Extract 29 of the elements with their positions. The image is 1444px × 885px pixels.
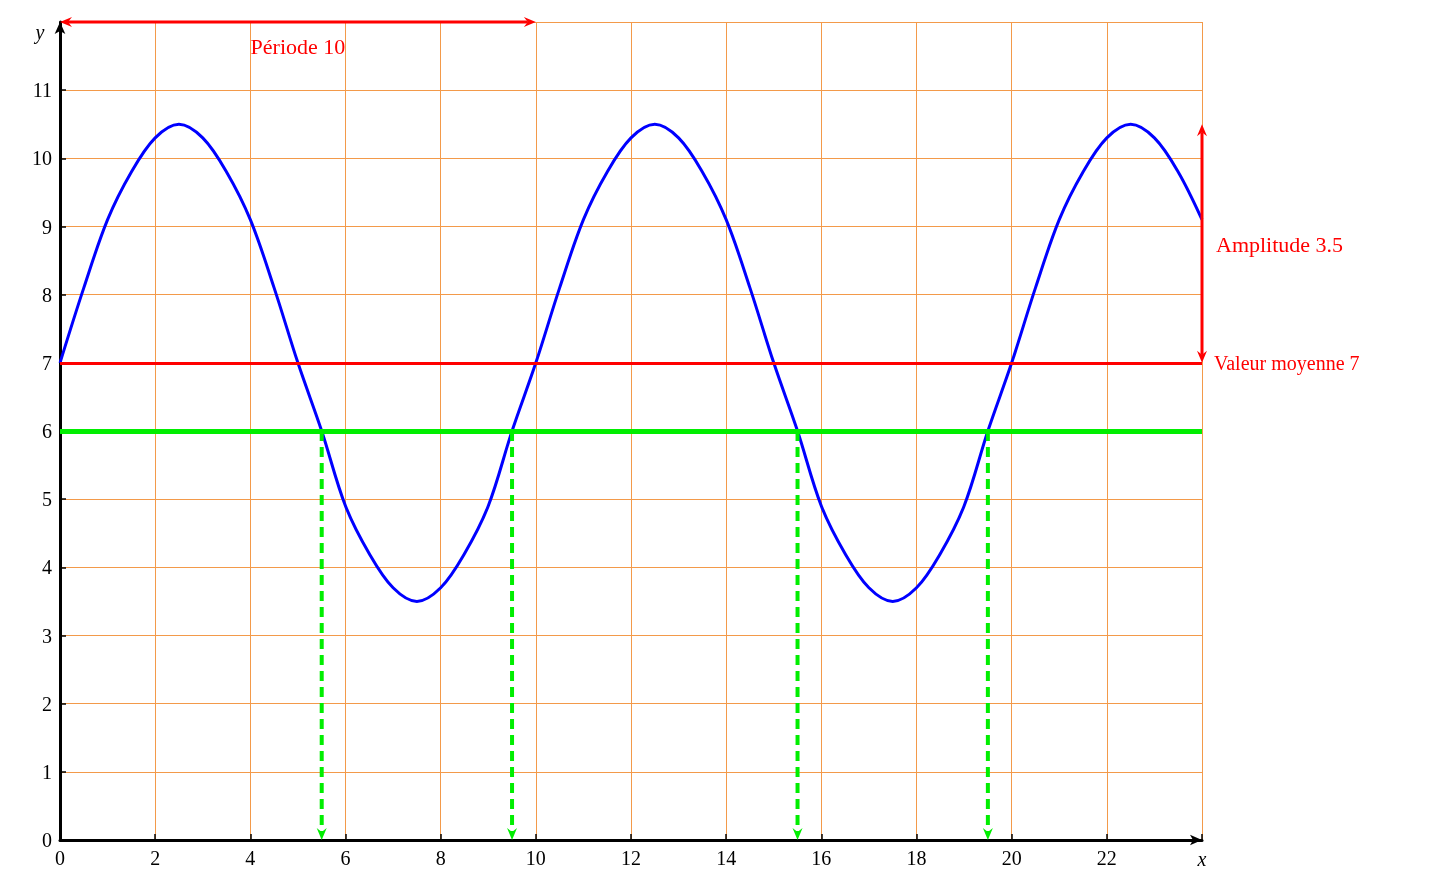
x-tick-label: 22 <box>1096 847 1117 869</box>
x-tick-label: 4 <box>245 847 256 869</box>
x-tick-label: 14 <box>716 847 737 869</box>
y-tick-label: 4 <box>42 556 52 579</box>
x-tick-label: 16 <box>811 847 832 869</box>
x-tick-label: 18 <box>906 847 927 869</box>
y-axis-title: y <box>33 21 45 44</box>
y-tick-label: 6 <box>42 420 52 442</box>
y-tick-label: 8 <box>42 283 52 306</box>
x-tick-label: 6 <box>340 847 351 869</box>
y-tick-label: 2 <box>42 692 52 715</box>
y-tick-label: 11 <box>32 79 52 102</box>
y-tick-label: 3 <box>42 624 52 647</box>
x-tick-label: 20 <box>1001 847 1022 869</box>
y-tick-label: 9 <box>42 215 52 238</box>
x-tick-label: 2 <box>150 847 161 869</box>
y-tick-label: 0 <box>42 829 52 851</box>
x-tick-label: 10 <box>525 847 546 869</box>
y-tick-label: 5 <box>42 488 52 511</box>
y-tick-label: 7 <box>42 351 52 374</box>
x-tick-label: 8 <box>435 847 446 869</box>
x-axis-title: x <box>1196 848 1207 870</box>
ref-line-label: Valeur moyenne 7 <box>1214 351 1360 375</box>
annotation: Période 10 <box>250 34 346 59</box>
y-tick-label: 10 <box>32 147 52 170</box>
line-series <box>58 122 1204 603</box>
y-tick-label: 1 <box>42 760 52 783</box>
x-tick-label: 12 <box>621 847 641 869</box>
text: Amplitude 3.5 <box>1216 231 1344 257</box>
